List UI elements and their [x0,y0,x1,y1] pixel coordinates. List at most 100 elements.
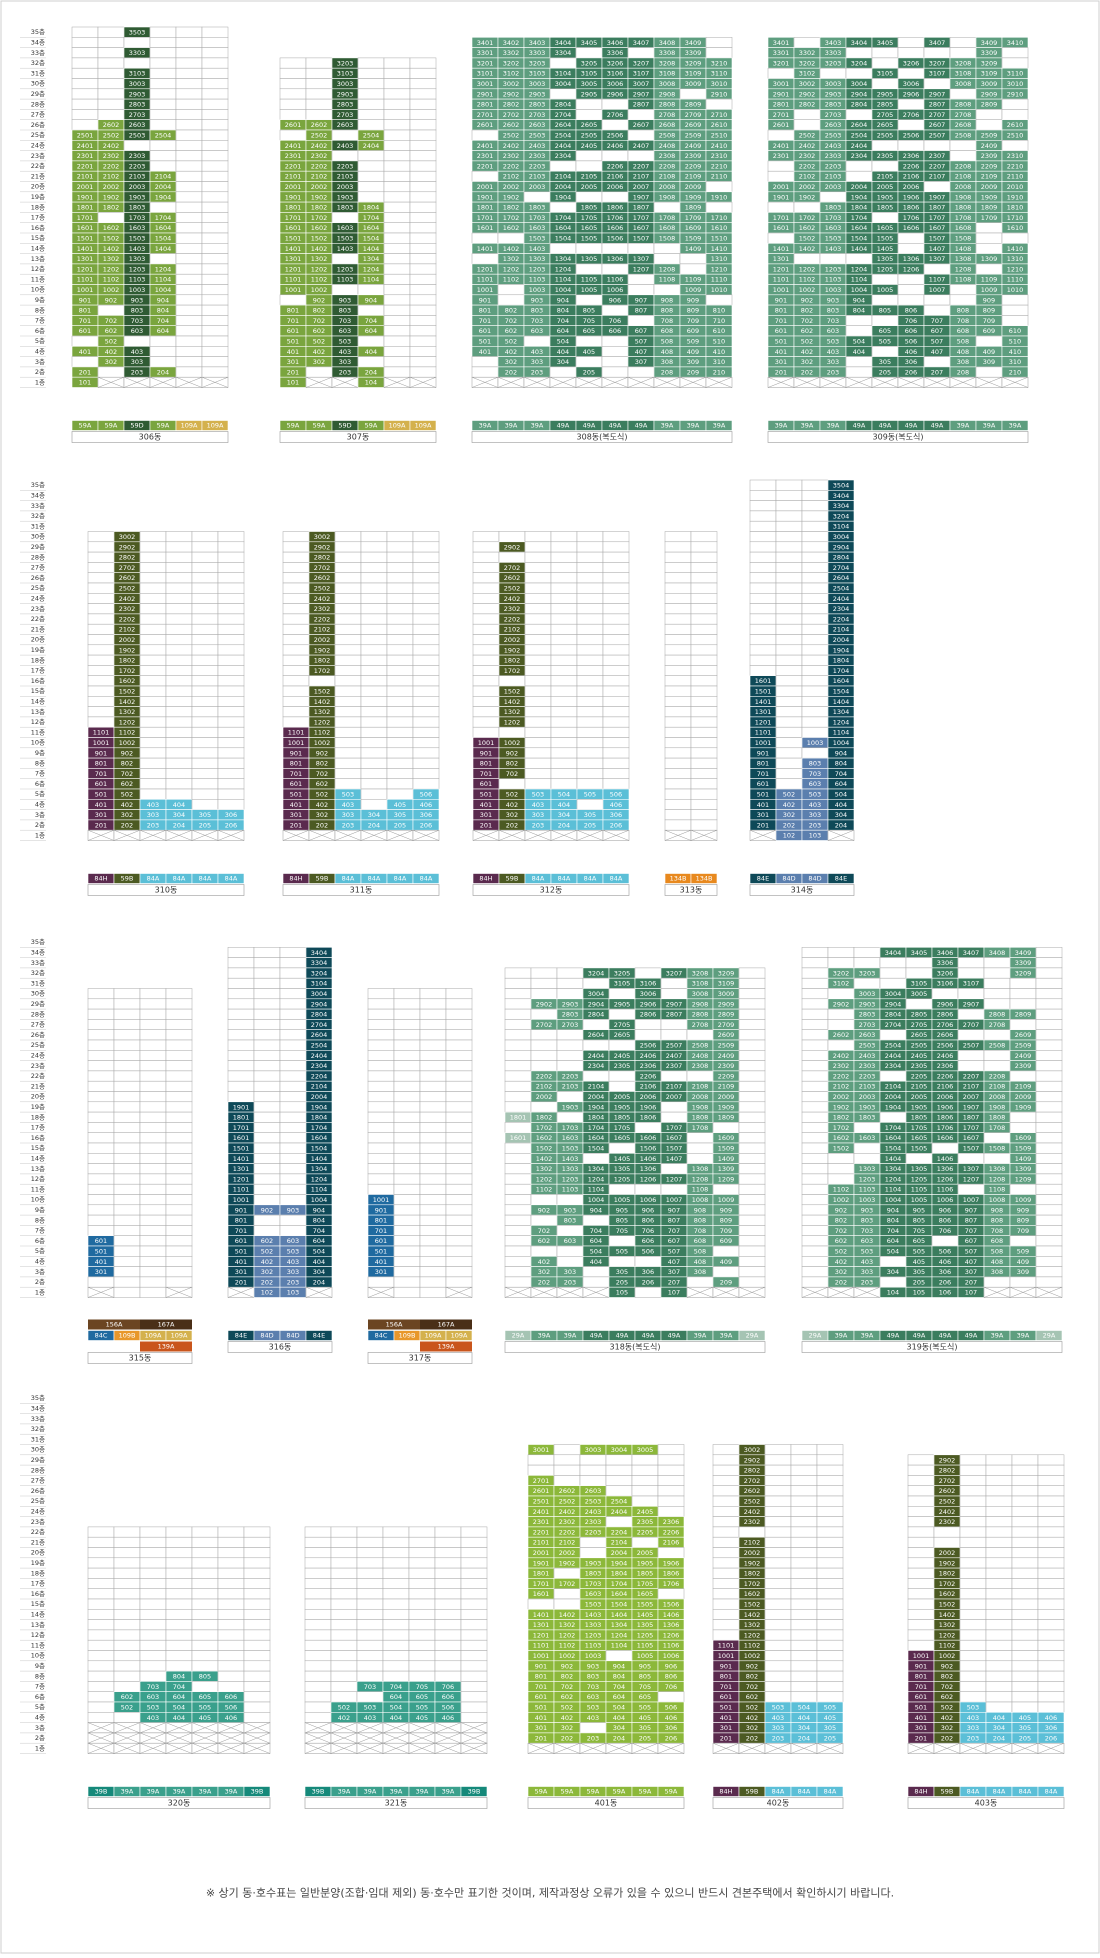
empty-cell [202,264,228,274]
empty-cell [218,1651,244,1661]
unit-label: 1702 [833,1124,850,1132]
unit-label: 2408 [659,142,676,150]
unit-label: 1103 [562,1186,579,1194]
unit-label: 902 [538,1206,550,1214]
unit-label: 1104 [885,1186,902,1194]
unit-label: 703 [861,1227,873,1235]
empty-cell [776,635,802,645]
unit-label: 3404 [311,949,328,957]
empty-cell [802,624,828,634]
empty-cell [244,1651,270,1661]
empty-cell [166,1620,192,1630]
empty-cell [192,655,218,665]
empty-cell [739,999,765,1009]
empty-cell [576,243,602,253]
unit-label: 2504 [851,131,868,139]
unit-label: 2301 [77,152,94,160]
empty-cell [202,243,228,253]
empty-cell [280,1009,306,1019]
empty-cell [739,1102,765,1112]
empty-cell [846,48,872,58]
unit-label: 902 [801,296,813,304]
empty-cell [166,1609,192,1619]
empty-cell [525,665,551,675]
empty-cell [387,552,413,562]
unit-label: 2701 [477,111,494,119]
empty-cell [176,48,202,58]
unit-label: 1809 [718,1114,735,1122]
unit-label: 1704 [588,1124,605,1132]
empty-cell [140,1164,166,1174]
empty-cell [166,614,192,624]
empty-cell [140,665,166,675]
building-name: 315동 [129,1354,152,1363]
empty-cell [192,1609,218,1619]
empty-cell [254,1143,280,1153]
unit-label: 1703 [529,214,546,222]
empty-cell [976,243,1002,253]
unit-label: 3304 [311,959,328,967]
empty-cell [254,1081,280,1091]
unit-label: 2901 [477,90,494,98]
unit-label: 203 [287,1278,299,1286]
unit-label: 1804 [363,204,380,212]
unit-label: 305 [616,1268,628,1276]
building-name: 308동(복도식) [577,433,628,442]
empty-cell [531,1195,557,1205]
unit-label: 2907 [963,1000,980,1008]
unit-label: 1504 [885,1144,902,1152]
unit-label: 207 [668,1278,680,1286]
type-label: 39A [538,1332,551,1340]
type-label: 139A [158,1343,175,1351]
unit-label: 1302 [119,708,136,716]
unit-label: 2508 [955,131,972,139]
empty-cell [88,552,114,562]
unit-label: 907 [965,1206,977,1214]
empty-cell [361,748,387,758]
unit-label: 202 [505,368,517,376]
unit-label: 1503 [529,234,546,242]
empty-cell [665,573,691,583]
empty-cell [505,1092,531,1102]
empty-cell [218,665,244,675]
building-name: 313동 [680,886,703,895]
empty-cell [1036,1184,1062,1194]
unit-label: 1301 [773,255,790,263]
unit-label: 901 [757,749,769,757]
unit-label: 3205 [581,59,598,67]
empty-cell [166,1661,192,1671]
unit-label: 2603 [529,121,546,129]
unit-label: 2708 [659,111,676,119]
footnote: ※ 상기 동·호수표는 일반분양(조합·임대 제외) 동·호수만 표기한 것이며… [206,1886,894,1900]
unit-label: 2202 [103,162,120,170]
unit-label: 1801 [233,1114,250,1122]
unit-label: 301 [775,358,787,366]
unit-label: 306 [420,811,432,819]
floor-label: 11층 [31,1184,45,1193]
unit-label: 3206 [937,969,954,977]
building-name: 318동(복도식) [610,1343,661,1352]
unit-label: 1802 [536,1114,553,1122]
empty-cell [750,645,776,655]
empty-cell [551,532,577,542]
empty-cell [387,562,413,572]
unit-label: 809 [1017,1217,1029,1225]
empty-cell [473,542,499,552]
type-label: 109B [399,1332,416,1340]
unit-label: 2307 [666,1062,683,1070]
empty-cell [713,1122,739,1132]
unit-label: 401 [775,348,787,356]
empty-cell [192,768,218,778]
unit-label: 1901 [233,1103,250,1111]
unit-label: 2302 [103,152,120,160]
type-label: 59A [365,422,378,430]
empty-cell [420,1009,446,1019]
unit-label: 703 [531,317,543,325]
empty-cell [166,583,192,593]
unit-label: 1606 [903,224,920,232]
empty-cell [332,151,358,161]
empty-cell [192,1589,218,1599]
empty-cell [384,109,410,119]
empty-cell [413,717,439,727]
empty-cell [176,182,202,192]
